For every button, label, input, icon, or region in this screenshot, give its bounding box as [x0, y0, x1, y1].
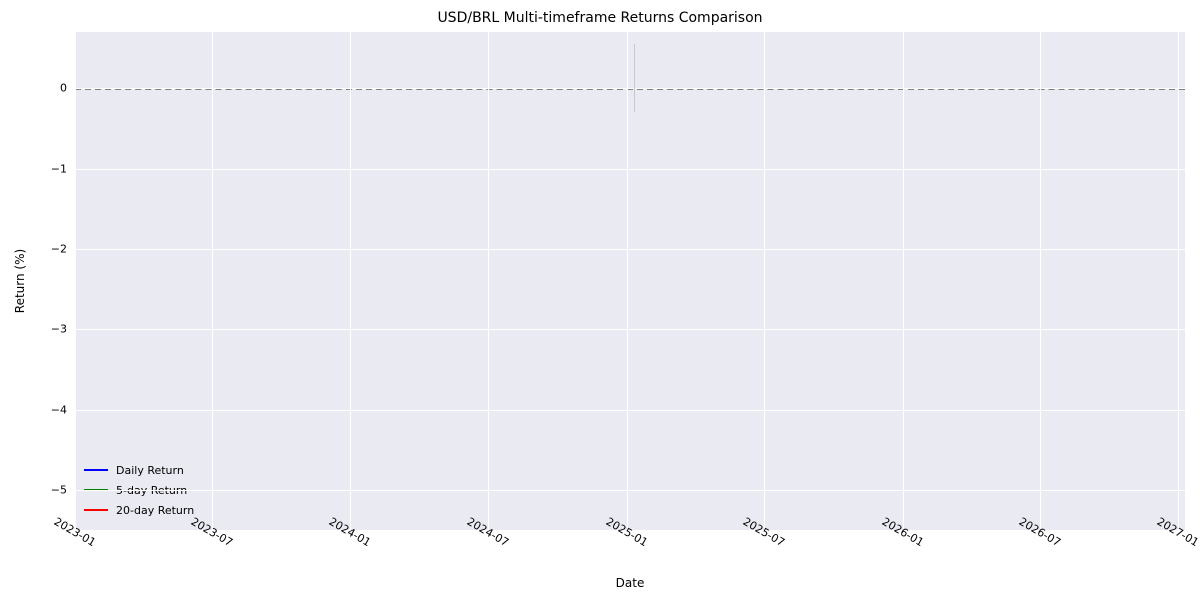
- chart-title: USD/BRL Multi-timeframe Returns Comparis…: [0, 10, 1200, 26]
- gridline-vertical: [764, 32, 765, 530]
- gridline-horizontal: [75, 249, 1185, 250]
- gridline-vertical: [350, 32, 351, 530]
- gridline-vertical: [903, 32, 904, 530]
- gridline-horizontal: [75, 410, 1185, 411]
- gridline-horizontal: [75, 490, 1185, 491]
- legend-swatch: [84, 469, 108, 471]
- gridline-vertical: [212, 32, 213, 530]
- gridline-vertical: [75, 32, 76, 530]
- chart-container: USD/BRL Multi-timeframe Returns Comparis…: [0, 0, 1200, 600]
- legend-label: Daily Return: [116, 464, 184, 477]
- gridline-vertical: [488, 32, 489, 530]
- gridline-horizontal: [75, 88, 1185, 89]
- y-tick-label: −1: [51, 162, 67, 175]
- y-tick-label: −4: [51, 403, 67, 416]
- gridline-vertical: [1040, 32, 1041, 530]
- y-tick-label: −5: [51, 483, 67, 496]
- gridline-horizontal: [75, 169, 1185, 170]
- x-axis-label: Date: [616, 576, 645, 590]
- y-axis-label: Return (%): [13, 249, 27, 313]
- y-tick-label: −3: [51, 323, 67, 336]
- y-tick-label: 0: [60, 82, 67, 95]
- legend-swatch: [84, 509, 108, 511]
- legend-item: Daily Return: [84, 461, 194, 479]
- gridline-vertical: [1178, 32, 1179, 530]
- plot-area: Daily Return5-day Return20-day Return 0−…: [75, 32, 1185, 530]
- data-mark: [634, 44, 635, 112]
- gridline-horizontal: [75, 329, 1185, 330]
- gridline-vertical: [627, 32, 628, 530]
- legend: Daily Return5-day Return20-day Return: [84, 461, 194, 521]
- y-tick-label: −2: [51, 242, 67, 255]
- legend-label: 20-day Return: [116, 504, 194, 517]
- legend-item: 20-day Return: [84, 501, 194, 519]
